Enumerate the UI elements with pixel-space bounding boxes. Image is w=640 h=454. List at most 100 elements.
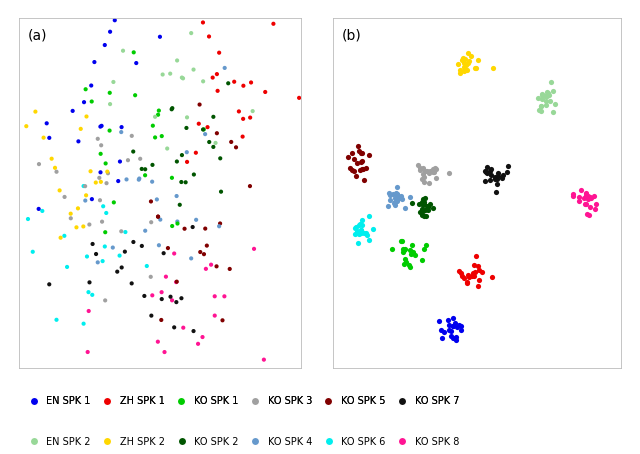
Point <box>362 165 372 172</box>
Point <box>397 195 407 202</box>
Point <box>388 200 399 207</box>
Point <box>140 166 150 173</box>
Point <box>474 276 484 283</box>
Point <box>419 245 429 252</box>
Point <box>399 246 410 253</box>
Point <box>259 356 269 363</box>
Point <box>195 101 205 108</box>
Point <box>447 323 458 330</box>
Point <box>165 293 175 301</box>
Point <box>541 97 552 104</box>
Point <box>88 240 98 247</box>
Point <box>98 202 108 210</box>
Point <box>118 47 128 54</box>
Point <box>194 120 204 128</box>
Point <box>580 189 591 196</box>
Point <box>131 59 141 67</box>
Point <box>358 165 368 173</box>
Point <box>178 75 188 82</box>
Point <box>71 224 81 231</box>
Point <box>93 259 103 266</box>
Point <box>548 108 558 115</box>
Point <box>91 251 101 258</box>
Point <box>355 166 365 173</box>
Point <box>177 152 187 159</box>
Point <box>394 194 404 202</box>
Point <box>136 165 147 173</box>
Point <box>580 201 591 208</box>
Point <box>362 231 372 238</box>
Point <box>50 164 60 172</box>
Point <box>62 263 72 271</box>
Point <box>167 296 177 304</box>
Point <box>390 194 401 201</box>
Point <box>536 108 546 115</box>
Point <box>462 67 472 74</box>
Point <box>492 180 502 188</box>
Point <box>154 107 164 114</box>
Point <box>179 225 189 232</box>
Point <box>79 320 89 327</box>
Point <box>493 169 504 177</box>
Point <box>468 269 478 276</box>
Point <box>201 265 211 272</box>
Point <box>140 172 150 179</box>
Point <box>459 274 469 281</box>
Point <box>81 86 91 93</box>
Point <box>472 263 483 270</box>
Point <box>246 79 256 86</box>
Point <box>396 192 406 199</box>
Legend: EN SPK 1, ZH SPK 1, KO SPK 1, KO SPK 3, KO SPK 5, KO SPK 7: EN SPK 1, ZH SPK 1, KO SPK 1, KO SPK 3, … <box>24 396 460 406</box>
Point <box>429 164 440 172</box>
Point <box>100 41 110 49</box>
Point <box>234 108 244 115</box>
Point <box>236 0 246 4</box>
Point <box>248 108 258 115</box>
Point <box>352 227 362 235</box>
Point <box>220 64 230 72</box>
Point <box>177 0 188 6</box>
Point <box>444 322 454 329</box>
Point <box>197 333 207 340</box>
Point <box>364 236 374 243</box>
Point <box>545 98 555 105</box>
Point <box>456 57 467 64</box>
Point <box>454 267 464 274</box>
Point <box>353 230 364 237</box>
Point <box>454 321 465 329</box>
Point <box>346 167 356 174</box>
Point <box>177 74 187 81</box>
Point <box>115 252 125 259</box>
Point <box>172 158 182 165</box>
Point <box>463 49 474 56</box>
Point <box>193 340 203 347</box>
Point <box>354 148 364 155</box>
Point <box>417 198 427 206</box>
Point <box>1 255 12 262</box>
Point <box>109 199 119 206</box>
Point <box>96 142 106 149</box>
Point <box>104 89 115 96</box>
Point <box>464 274 474 281</box>
Point <box>154 242 164 249</box>
Point <box>218 317 228 324</box>
Point <box>157 71 168 78</box>
Point <box>140 292 150 300</box>
Point <box>349 231 360 238</box>
Point <box>357 150 367 157</box>
Point <box>497 174 508 182</box>
Point <box>245 114 255 121</box>
Point <box>349 156 359 163</box>
Point <box>159 250 169 257</box>
Point <box>172 298 182 306</box>
Point <box>584 211 595 218</box>
Point <box>392 197 403 205</box>
Point <box>415 208 425 215</box>
Point <box>356 227 366 234</box>
Point <box>426 168 436 175</box>
Point <box>490 176 500 183</box>
Point <box>172 57 182 64</box>
Point <box>463 59 474 67</box>
Point <box>435 326 445 333</box>
Point <box>461 61 471 69</box>
